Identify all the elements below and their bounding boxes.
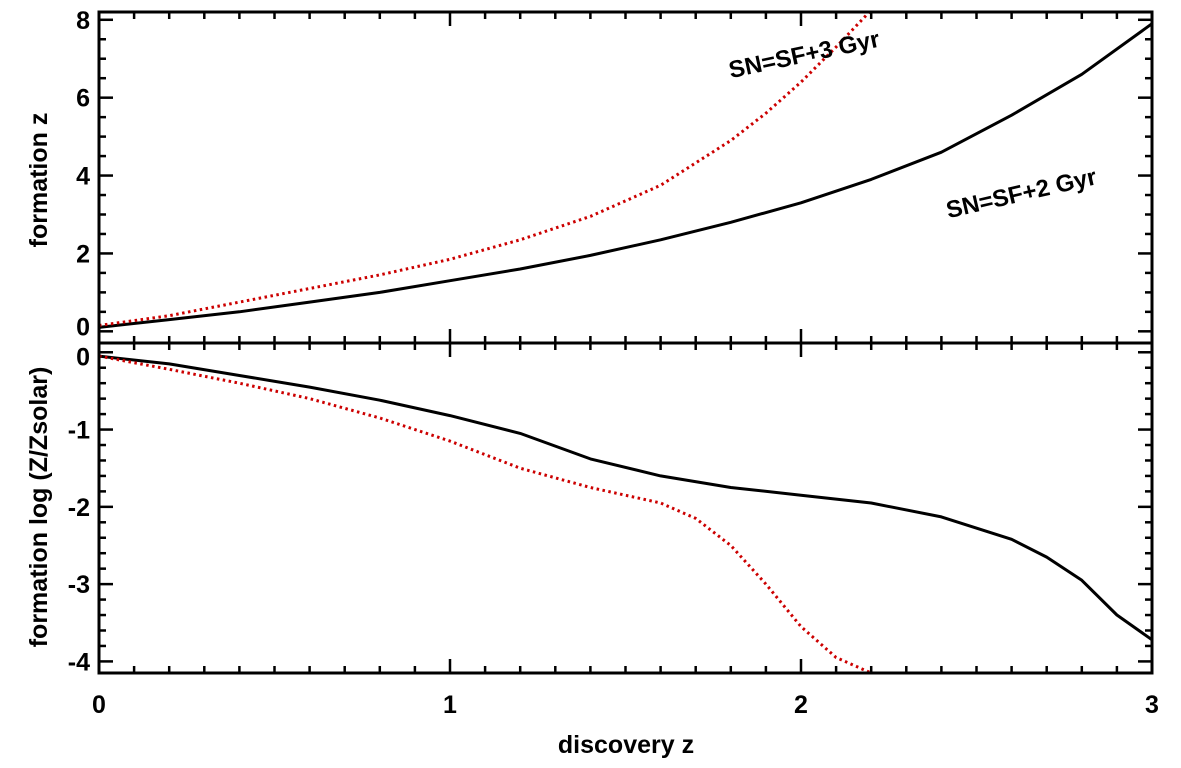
y-tick-label: 0: [76, 343, 90, 371]
y-tick-label: -4: [68, 648, 90, 676]
y-tick-label: 0: [76, 313, 90, 341]
bottom-panel: 0-1-2-3-40 1 2 3: [68, 341, 1159, 719]
y-tick-label: 8: [76, 7, 90, 35]
y-tick-label: -3: [68, 571, 90, 599]
plot-frame: [97, 10, 1154, 345]
x-tick-label: 2: [794, 691, 808, 719]
y-tick-label: 2: [76, 240, 90, 268]
y-axis-label-bottom: formation log (Z/Zsolar): [25, 367, 53, 648]
x-tick-label: 1: [443, 691, 457, 719]
series-line-sf3: [99, 354, 1152, 673]
y-tick-label: 4: [76, 163, 90, 191]
x-axis-label: discovery z: [558, 731, 694, 759]
top-panel: 0 2 4 6 8 SN=SF+3 Gyr SN=SF+2 Gyr: [76, 7, 1154, 345]
curve-annotation: SN=SF+3 Gyr: [726, 26, 882, 84]
series-line-sf2: [99, 354, 1152, 642]
series-line-sf2: [99, 22, 1152, 329]
y-axis-label-top: formation z: [25, 113, 53, 248]
plot-frame: [97, 341, 1154, 675]
y-tick-label: -1: [68, 417, 90, 445]
y-tick-label: -2: [68, 494, 90, 522]
curve-annotation: SN=SF+2 Gyr: [944, 163, 1100, 224]
y-tick-label: 6: [76, 85, 90, 113]
x-tick-label: 3: [1145, 691, 1159, 719]
x-tick-label: 0: [92, 691, 106, 719]
